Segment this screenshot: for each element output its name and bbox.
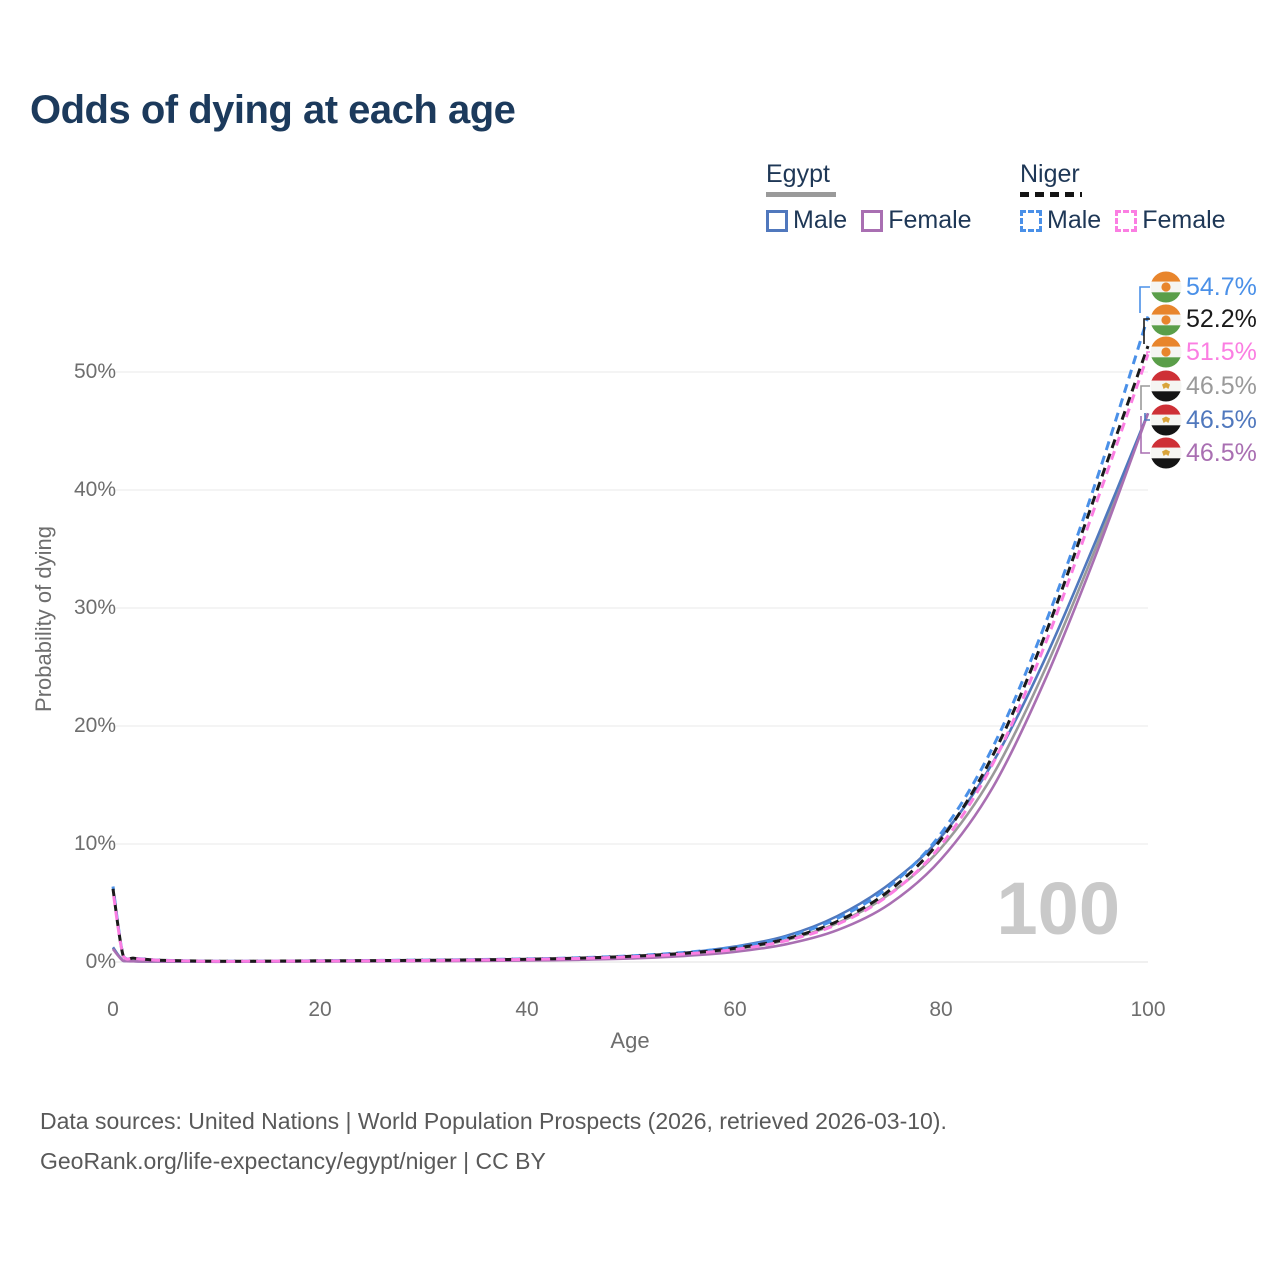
series-line-egypt_female bbox=[111, 412, 1150, 964]
legend-label-niger-male[interactable]: Male bbox=[1047, 206, 1102, 234]
flag-markers bbox=[1150, 271, 1182, 469]
series-line-egypt_male bbox=[111, 412, 1150, 963]
end-label-niger-male: 54.7% bbox=[1186, 273, 1257, 301]
leader-egypt-male bbox=[1144, 413, 1150, 421]
y-tick-40: 40% bbox=[73, 478, 116, 501]
x-axis-title: Age bbox=[610, 1028, 650, 1053]
leader-niger-both bbox=[1143, 318, 1150, 344]
x-tick-100: 100 bbox=[1130, 998, 1166, 1021]
legend-egypt-underline bbox=[766, 192, 836, 197]
legend-group-niger: Niger Male Female bbox=[1020, 160, 1226, 235]
egypt-flag-icon bbox=[1150, 404, 1182, 436]
page-title: Odds of dying at each age bbox=[30, 88, 516, 132]
legend-swatch-egypt-female[interactable] bbox=[861, 209, 884, 232]
data-sources-text: Data sources: United Nations | World Pop… bbox=[40, 1108, 947, 1134]
x-tick-40: 40 bbox=[515, 998, 539, 1021]
legend-swatch-niger-female[interactable] bbox=[1115, 209, 1138, 232]
series-line-niger_male bbox=[111, 316, 1150, 963]
legend-swatch-niger-male[interactable] bbox=[1020, 209, 1042, 232]
series-line-niger_female bbox=[111, 353, 1150, 963]
niger-flag-icon bbox=[1150, 336, 1182, 368]
gridlines bbox=[113, 371, 1148, 963]
end-label-niger-both: 52.2% bbox=[1186, 305, 1257, 333]
y-tick-10: 10% bbox=[73, 832, 116, 855]
age-counter-watermark: 100 bbox=[996, 867, 1120, 950]
egypt-flag-icon bbox=[1150, 437, 1182, 469]
legend-egypt-title: Egypt bbox=[766, 160, 830, 188]
attribution-text: GeoRank.org/life-expectancy/egypt/niger … bbox=[40, 1148, 546, 1174]
legend-swatch-egypt-male[interactable] bbox=[766, 209, 788, 232]
leader-egypt-female bbox=[1140, 416, 1150, 454]
label-leader-lines bbox=[1139, 286, 1150, 454]
end-label-egypt-both: 46.5% bbox=[1186, 372, 1257, 400]
y-tick-50: 50% bbox=[73, 360, 116, 383]
leader-niger-female bbox=[1146, 351, 1150, 356]
niger-flag-icon bbox=[1150, 271, 1182, 303]
egypt-flag-icon bbox=[1150, 370, 1182, 402]
leader-egypt-both bbox=[1140, 385, 1150, 410]
x-tick-0: 0 bbox=[107, 998, 119, 1021]
end-label-egypt-male: 46.5% bbox=[1186, 406, 1257, 434]
legend-label-egypt-female[interactable]: Female bbox=[888, 206, 972, 234]
legend-label-egypt-male[interactable]: Male bbox=[793, 206, 848, 234]
leader-niger-male bbox=[1139, 286, 1150, 313]
legend-niger-title: Niger bbox=[1020, 160, 1080, 188]
y-tick-0: 0% bbox=[85, 950, 116, 973]
series-curves bbox=[111, 316, 1150, 964]
niger-flag-icon bbox=[1150, 304, 1182, 336]
end-label-egypt-female: 46.5% bbox=[1186, 439, 1257, 467]
y-tick-20: 20% bbox=[73, 714, 116, 737]
legend-niger-underline bbox=[1020, 192, 1082, 197]
x-tick-80: 80 bbox=[929, 998, 953, 1021]
y-axis-title: Probability of dying bbox=[31, 526, 56, 712]
y-tick-30: 30% bbox=[73, 596, 116, 619]
end-label-niger-female: 51.5% bbox=[1186, 338, 1257, 366]
series-line-egypt_both bbox=[111, 412, 1150, 964]
legend-group-egypt: Egypt Male Female bbox=[766, 160, 972, 235]
x-tick-20: 20 bbox=[308, 998, 332, 1021]
x-tick-60: 60 bbox=[723, 998, 747, 1021]
series-line-niger_both bbox=[111, 345, 1150, 963]
legend-label-niger-female[interactable]: Female bbox=[1142, 206, 1226, 234]
